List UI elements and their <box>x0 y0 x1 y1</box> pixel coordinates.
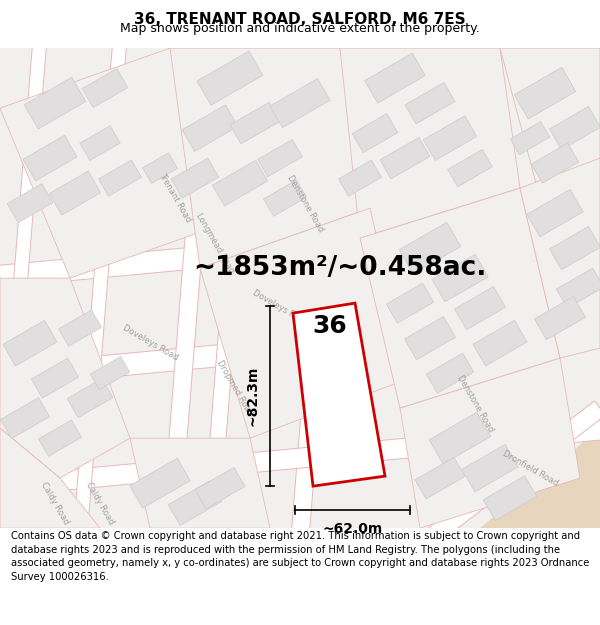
Bar <box>82 69 128 108</box>
Bar <box>532 143 578 183</box>
Bar <box>556 268 600 308</box>
Bar <box>3 320 57 366</box>
Polygon shape <box>0 418 600 498</box>
Bar <box>197 51 263 105</box>
Bar <box>527 189 583 237</box>
Bar <box>1 398 50 439</box>
Bar <box>399 222 461 274</box>
Bar <box>172 158 218 198</box>
Text: Trenant Road: Trenant Road <box>157 172 193 224</box>
Bar <box>535 296 586 340</box>
Text: Map shows position and indicative extent of the property.: Map shows position and indicative extent… <box>120 22 480 34</box>
Bar <box>511 122 550 154</box>
Polygon shape <box>170 48 370 268</box>
Bar <box>405 82 455 124</box>
Bar <box>24 78 86 129</box>
Text: 36: 36 <box>313 314 347 338</box>
Text: Trenant Road: Trenant Road <box>327 392 363 444</box>
Bar <box>195 468 245 509</box>
Bar <box>415 458 465 499</box>
Bar <box>386 283 434 323</box>
Text: Dropmed Road: Dropmed Road <box>215 359 254 418</box>
Bar <box>423 116 477 161</box>
Bar <box>550 226 600 270</box>
Bar <box>380 138 430 179</box>
Text: ~62.0m: ~62.0m <box>322 522 383 536</box>
Bar <box>98 160 142 196</box>
Polygon shape <box>360 188 560 408</box>
Text: Longmead Road: Longmead Road <box>194 211 236 275</box>
Bar <box>448 149 493 187</box>
Polygon shape <box>73 38 127 539</box>
Bar <box>7 184 53 222</box>
Bar <box>427 353 473 393</box>
Bar <box>483 476 537 521</box>
Bar <box>514 68 576 119</box>
Polygon shape <box>442 38 498 539</box>
Bar <box>80 126 120 161</box>
Bar <box>263 180 307 216</box>
Bar <box>257 139 302 177</box>
Polygon shape <box>202 38 258 539</box>
Bar <box>352 114 398 152</box>
Polygon shape <box>200 208 410 438</box>
Bar <box>404 316 455 360</box>
Bar <box>23 135 77 181</box>
Text: Caldy Road: Caldy Road <box>39 480 71 526</box>
Polygon shape <box>0 38 47 539</box>
Bar <box>168 481 222 526</box>
Text: Denstone Road: Denstone Road <box>285 173 325 233</box>
Bar <box>182 105 238 151</box>
Bar <box>143 153 178 183</box>
Bar <box>212 160 268 206</box>
Polygon shape <box>0 278 130 478</box>
Polygon shape <box>0 307 600 389</box>
Polygon shape <box>291 38 349 539</box>
Text: ~82.3m: ~82.3m <box>246 366 260 426</box>
Polygon shape <box>340 48 520 238</box>
Polygon shape <box>161 38 219 539</box>
Polygon shape <box>130 438 270 528</box>
Bar <box>338 160 382 196</box>
Polygon shape <box>520 158 600 358</box>
Text: Caldy Road: Caldy Road <box>84 480 116 526</box>
Bar <box>365 53 425 103</box>
Text: 36, TRENANT ROAD, SALFORD, M6 7ES: 36, TRENANT ROAD, SALFORD, M6 7ES <box>134 12 466 27</box>
Polygon shape <box>0 428 100 528</box>
Polygon shape <box>480 428 600 528</box>
Text: Denstone Road: Denstone Road <box>455 373 495 433</box>
Text: Dronfield Road: Dronfield Road <box>500 449 559 488</box>
Text: Doveleys Road: Doveleys Road <box>251 289 310 328</box>
Text: Doveleys Road: Doveleys Road <box>121 324 179 362</box>
Polygon shape <box>0 48 240 278</box>
Bar <box>432 254 488 302</box>
Bar <box>270 79 330 128</box>
Polygon shape <box>425 401 600 545</box>
Polygon shape <box>0 207 600 289</box>
Bar <box>230 102 280 144</box>
Bar <box>473 320 527 366</box>
Bar <box>130 458 190 508</box>
Text: Contains OS data © Crown copyright and database right 2021. This information is : Contains OS data © Crown copyright and d… <box>11 531 589 582</box>
Bar <box>429 412 491 464</box>
Bar <box>31 358 79 398</box>
Bar <box>455 286 505 330</box>
Polygon shape <box>500 48 600 198</box>
Bar <box>67 379 113 418</box>
Bar <box>91 357 130 389</box>
Polygon shape <box>293 303 385 486</box>
Bar <box>49 171 101 215</box>
Bar <box>550 106 600 150</box>
Polygon shape <box>400 358 580 528</box>
Bar <box>462 444 518 492</box>
Bar <box>59 310 101 346</box>
Bar <box>38 420 82 456</box>
Text: ~1853m²/~0.458ac.: ~1853m²/~0.458ac. <box>193 255 487 281</box>
